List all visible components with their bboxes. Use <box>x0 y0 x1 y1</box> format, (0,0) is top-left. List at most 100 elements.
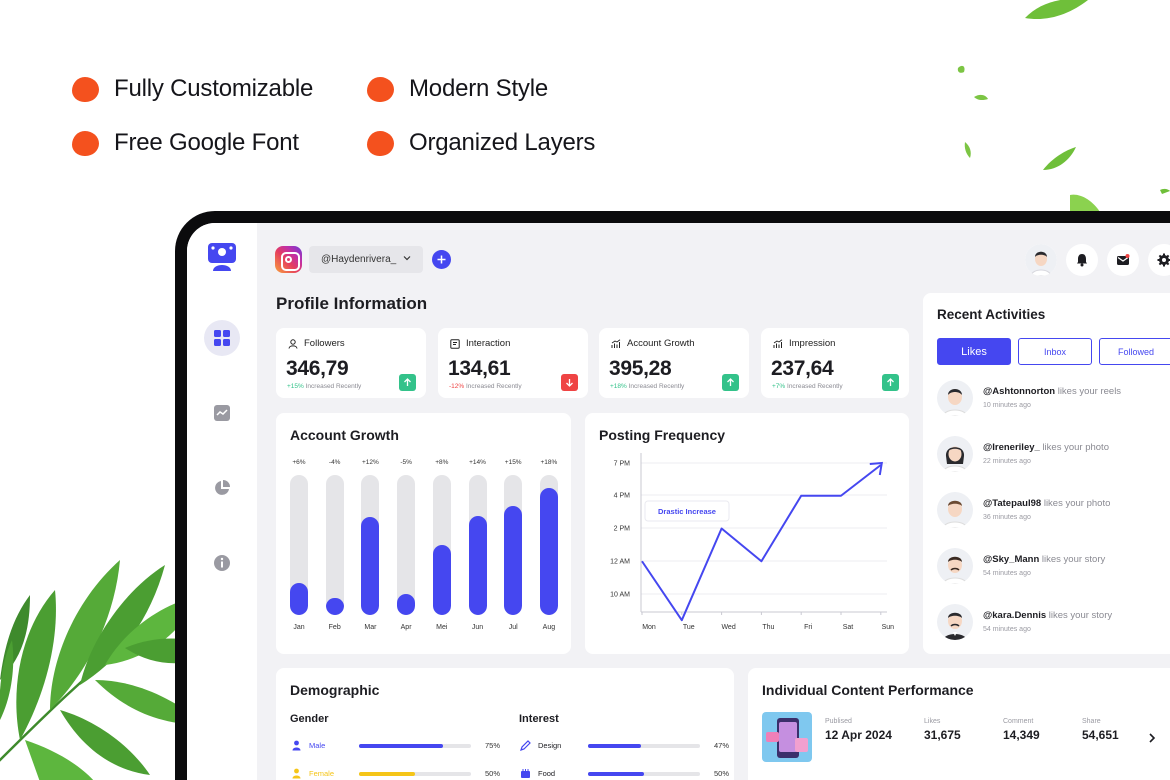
add-account-button[interactable] <box>432 250 451 269</box>
bar-month-label: Jan <box>293 624 305 631</box>
recent-activities-title: Recent Activities <box>937 307 1046 322</box>
gender-name: Male <box>309 741 326 750</box>
info-icon <box>214 555 230 571</box>
bar[interactable] <box>290 582 308 615</box>
published-label: Publised <box>825 718 852 725</box>
sidebar-item-reports[interactable] <box>204 470 240 506</box>
female-icon <box>292 768 301 779</box>
feature-label: Fully Customizable <box>114 75 314 102</box>
tab-likes[interactable]: Likes <box>937 338 1011 365</box>
activity-item[interactable]: @Ashtonnorton likes your reels 10 minute… <box>937 380 1170 420</box>
bar-track <box>325 475 344 615</box>
avatar <box>937 380 973 416</box>
x-tick-label: Mon <box>642 624 656 631</box>
activity-user: @Ireneriley_ <box>983 442 1040 453</box>
bar[interactable] <box>397 594 416 615</box>
sidebar-item-info[interactable] <box>204 545 240 581</box>
y-tick-label: 12 AM <box>610 559 630 566</box>
y-tick-label: 10 AM <box>610 592 630 599</box>
person-avatar-icon <box>942 556 968 584</box>
avatar <box>937 436 973 472</box>
bar-change-label: +18% <box>540 459 558 466</box>
stat-subtext: +7% Increased Recently <box>772 383 843 390</box>
recent-activities-card: Recent Activities Likes Inbox Followed @… <box>923 293 1170 654</box>
stat-label: Interaction <box>466 338 511 349</box>
comment-label: Comment <box>1003 718 1034 725</box>
interest-row-food: Food 50% <box>520 768 729 780</box>
avatar <box>937 492 973 528</box>
bar-month-label: Jul <box>508 624 518 631</box>
chevron-down-icon <box>403 256 411 261</box>
stat-note: Increased Recently <box>466 383 522 390</box>
bar-change-label: +15% <box>504 459 522 466</box>
activity-action: likes your reels <box>1057 386 1122 397</box>
gender-bar-fill <box>359 772 415 776</box>
activity-item[interactable]: @Ireneriley_ likes your photo 22 minutes… <box>937 436 1170 476</box>
feature-list: Fully Customizable Modern Style Free Goo… <box>72 74 632 158</box>
bar[interactable] <box>504 505 523 615</box>
chevron-right-icon[interactable] <box>1146 732 1158 744</box>
messages-button[interactable] <box>1107 244 1139 276</box>
tab-followed[interactable]: Followed <box>1099 338 1170 365</box>
feature-label: Organized Layers <box>409 129 596 156</box>
interest-name: Design <box>538 741 562 750</box>
gender-bar-fill <box>359 744 443 748</box>
activity-user: @Tatepaul98 <box>983 498 1042 509</box>
activity-text: @Ireneriley_ likes your photo <box>983 442 1109 453</box>
interest-heading: Interest <box>519 713 559 725</box>
stat-change: +15% <box>287 383 304 390</box>
bar-change-label: +6% <box>292 459 306 466</box>
bar-track <box>504 475 523 615</box>
feature-dot <box>72 76 99 102</box>
bar[interactable] <box>468 515 487 615</box>
gender-name: Female <box>309 769 335 778</box>
bar-track <box>290 475 308 615</box>
feature-label: Modern Style <box>409 75 548 102</box>
activity-item[interactable]: @kara.Dennis likes your story 54 minutes… <box>937 604 1170 644</box>
callout-text: Drastic Increase <box>658 507 716 516</box>
stat-card-followers: Followers 346,79 +15% Increased Recently <box>276 328 426 398</box>
bar[interactable] <box>361 517 380 615</box>
bar-track <box>361 475 380 615</box>
share-column: Share 54,651 <box>1082 718 1119 742</box>
tab-inbox[interactable]: Inbox <box>1018 338 1092 365</box>
gender-row-female: Female 50% <box>291 768 500 780</box>
bar[interactable] <box>539 487 558 615</box>
app-logo-icon <box>208 243 236 271</box>
feature-item: Modern Style <box>367 74 632 104</box>
share-label: Share <box>1082 718 1101 725</box>
sidebar-item-dashboard[interactable] <box>204 320 240 356</box>
feature-item: Organized Layers <box>367 128 632 158</box>
activity-user: @Ashtonnorton <box>983 386 1056 397</box>
activity-action: likes your photo <box>1042 442 1109 453</box>
notifications-button[interactable] <box>1066 244 1098 276</box>
account-selector[interactable]: @Haydenrivera_ <box>309 246 423 273</box>
dashboard-screen: @Haydenrivera_ Profile Information Follo… <box>187 223 1170 780</box>
gender-row-male: Male 75% <box>291 740 500 752</box>
sidebar-item-analytics[interactable] <box>204 395 240 431</box>
activity-text: @Tatepaul98 likes your photo <box>983 498 1110 509</box>
content-thumbnail[interactable] <box>762 712 812 762</box>
stat-subtext: +15% Increased Recently <box>287 383 361 390</box>
avatar <box>937 548 973 584</box>
activity-time: 10 minutes ago <box>983 402 1031 409</box>
likes-column: Likes 31,675 <box>924 718 961 742</box>
user-avatar[interactable] <box>1025 244 1057 276</box>
x-tick-label: Sun <box>882 624 895 631</box>
stat-note: Increased Recently <box>305 383 362 390</box>
stat-subtext: -12% Increased Recently <box>449 383 522 390</box>
posting-frequency-chart: 7 PM 4 PM 2 PM 12 AM 10 AM Mon Tue Wed Thu Fri Sat… <box>610 453 895 631</box>
person-avatar-icon <box>942 446 968 472</box>
account-growth-title: Account Growth <box>290 427 399 443</box>
interest-bar-track <box>588 744 700 748</box>
trend-up-badge <box>399 374 416 391</box>
food-icon <box>521 769 530 778</box>
bar[interactable] <box>432 545 451 615</box>
activity-item[interactable]: @Sky_Mann likes your story 54 minutes ag… <box>937 548 1170 588</box>
interest-percent: 50% <box>713 769 729 778</box>
y-tick-label: 4 PM <box>614 493 631 500</box>
settings-button[interactable] <box>1148 244 1170 276</box>
bar[interactable] <box>325 598 344 615</box>
activity-item[interactable]: @Tatepaul98 likes your photo 36 minutes … <box>937 492 1170 532</box>
likes-label: Likes <box>924 718 941 725</box>
